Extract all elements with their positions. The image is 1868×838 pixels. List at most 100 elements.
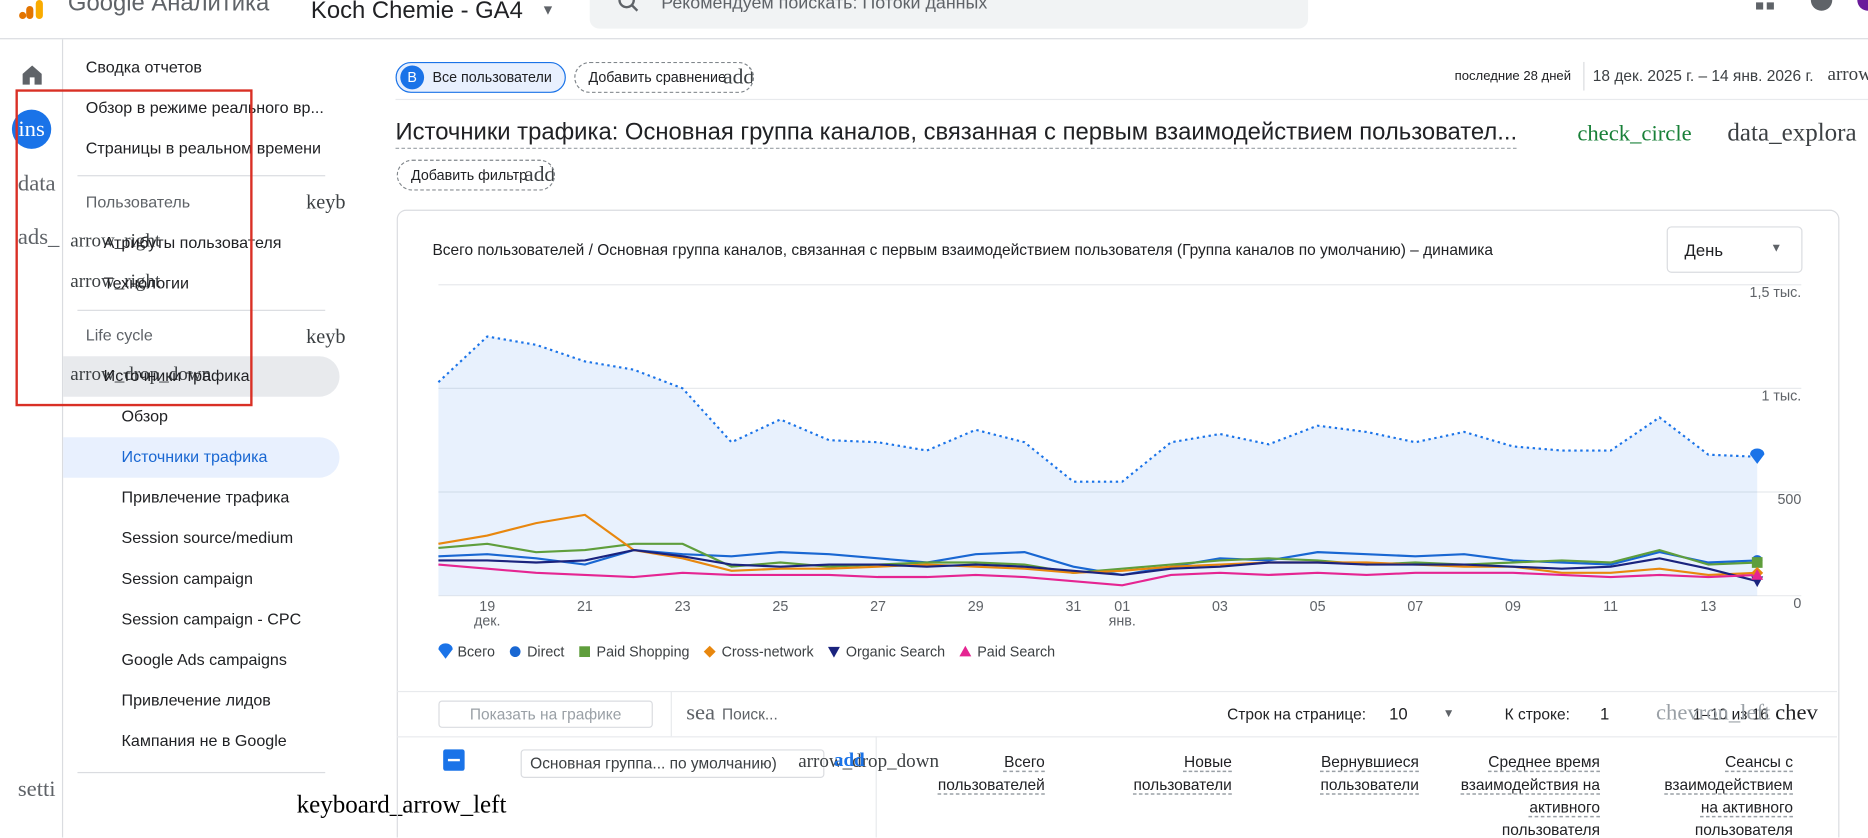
x-tick-label: 05 <box>1310 599 1326 615</box>
segment-badge: B <box>400 65 425 90</box>
report-title: Источники трафика: Основная группа канал… <box>395 119 1518 149</box>
x-tick-label: 09 <box>1505 599 1521 615</box>
dates[interactable]: 18 дек. 2025 г. – 14 янв. 2026 г. <box>1592 66 1814 85</box>
legend-label: Organic Search <box>846 644 945 660</box>
filter-chip[interactable]: Добавить фильтр add <box>396 159 556 191</box>
select-all[interactable] <box>443 749 465 771</box>
collapse-icon[interactable]: keyboard_arrow_left <box>296 789 507 819</box>
search-icon <box>618 0 639 12</box>
x-tick-label: 27 <box>870 599 886 615</box>
nav-subitem[interactable]: Session campaign <box>121 569 253 588</box>
granularity-select[interactable]: День ▼ <box>1666 226 1803 273</box>
y-tick-label: 0 <box>1793 596 1801 612</box>
nav-item[interactable]: Технологии <box>103 274 190 292</box>
rows[interactable]: 10 <box>1389 704 1408 724</box>
nav-subitem[interactable]: Session campaign - CPC <box>121 609 302 628</box>
area <box>438 336 1758 596</box>
card <box>396 209 1840 838</box>
nav-item[interactable]: Сводка отчетов <box>85 58 202 77</box>
section-icon[interactable]: keyb <box>306 190 346 214</box>
section-icon[interactable]: keyb <box>306 325 346 348</box>
y-tick-label: 1 тыс. <box>1761 388 1801 404</box>
column-header[interactable]: Всего пользователей <box>937 752 1045 794</box>
home-icon[interactable] <box>20 64 44 85</box>
search-box[interactable] <box>589 0 1309 29</box>
period: последние 28 дней <box>1454 69 1572 84</box>
column-header[interactable]: Новые пользователи <box>1133 752 1232 794</box>
status-icon[interactable]: check_circle <box>1577 121 1692 147</box>
legend-label: Cross-network <box>722 644 815 660</box>
chart-title: Всего пользователей / Основная группа ка… <box>432 240 1493 259</box>
divider <box>77 309 326 311</box>
rail-settings[interactable]: setti <box>17 776 56 802</box>
nav-subitem[interactable]: Привлечение лидов <box>121 690 271 709</box>
rail-item[interactable]: ads_ <box>17 225 60 251</box>
nav-subitem[interactable]: Обзор <box>121 407 168 426</box>
compare-icon: add <box>723 64 755 89</box>
nav-subitem[interactable]: Session source/medium <box>121 528 294 547</box>
logo <box>19 0 43 20</box>
table-search[interactable]: Поиск... <box>721 705 778 724</box>
add-icon[interactable]: add <box>833 750 865 771</box>
nav-subitem[interactable]: Кампания не в Google <box>121 731 287 750</box>
x-tick-label: 11 <box>1603 599 1618 615</box>
dimension-select[interactable] <box>520 749 825 778</box>
selected-highlight <box>63 437 340 478</box>
legend-label: Direct <box>527 644 564 660</box>
nav-subitem[interactable]: Google Ads campaigns <box>121 650 287 669</box>
series-line <box>438 563 1758 587</box>
nav-subitem[interactable]: Привлечение трафика <box>121 488 290 507</box>
prev-icon[interactable]: chevron_left <box>1655 700 1771 726</box>
show-on-chart[interactable]: Показать на графике <box>438 700 653 728</box>
divider <box>395 98 1868 101</box>
group-highlight <box>63 356 340 397</box>
section-label: Life cycle <box>85 326 153 345</box>
divider <box>77 771 326 774</box>
nav-item[interactable]: Обзор в режиме реального вр... <box>85 98 324 117</box>
search-icon: sea <box>686 700 716 726</box>
segment: Все пользователи <box>432 69 552 86</box>
compare-chip[interactable]: Добавить сравнение add <box>574 61 755 93</box>
granularity: День <box>1684 240 1724 260</box>
avatar[interactable]: ins <box>11 109 52 149</box>
column-header[interactable]: Вернувшиеся пользователи <box>1320 752 1419 794</box>
nav-item[interactable]: Атрибуты пользователя <box>103 233 282 252</box>
next-icon[interactable]: chev <box>1775 700 1818 726</box>
filter-icon: add <box>524 162 556 186</box>
nav-icon: arrow_right <box>70 271 161 292</box>
divider <box>670 690 672 737</box>
header-icons <box>1756 0 1868 11</box>
section-label: Пользователь <box>85 192 191 211</box>
end-marker <box>1750 448 1765 464</box>
dimension: Основная группа... по умолчанию) <box>530 754 777 772</box>
rail-item[interactable]: data <box>17 171 56 197</box>
nav-subitem[interactable]: Источники трафика <box>121 447 268 466</box>
nav-group[interactable]: Источники трафика <box>103 366 250 385</box>
column-header[interactable]: Среднее время взаимодействия на активног… <box>1460 752 1600 838</box>
divider <box>396 736 1838 738</box>
divider <box>396 690 1838 693</box>
explore-icon[interactable]: data_explora <box>1727 117 1857 147</box>
x-tick-label: 19 дек. <box>474 599 501 629</box>
compare: Добавить сравнение <box>588 69 727 86</box>
filter: Добавить фильтр <box>411 166 528 184</box>
x-tick-label: 29 <box>968 599 984 615</box>
nav-item[interactable]: Страницы в реальном времени <box>85 139 322 158</box>
range: 1–10 из 16 <box>1692 705 1769 724</box>
x-tick-label: 01 янв. <box>1109 599 1136 629</box>
rows-label: Строк на странице: <box>1227 705 1367 724</box>
goto-label: К строке: <box>1504 705 1570 724</box>
x-tick-label: 07 <box>1407 599 1423 615</box>
nav-icon: arrow_drop_down <box>70 364 212 385</box>
legend-label: Всего <box>457 644 495 660</box>
end-marker <box>1751 568 1764 580</box>
segment-chip[interactable] <box>395 61 566 93</box>
property[interactable]: Koch Chemie - GA4 <box>310 0 523 24</box>
y-tick-label: 500 <box>1777 492 1801 508</box>
dates-icon: arrow <box>1827 64 1868 85</box>
divider <box>1583 61 1585 91</box>
x-tick-label: 23 <box>675 599 691 615</box>
column-header[interactable]: Сеансы с взаимодействием на активного по… <box>1664 752 1793 838</box>
goto[interactable]: 1 <box>1599 704 1610 724</box>
